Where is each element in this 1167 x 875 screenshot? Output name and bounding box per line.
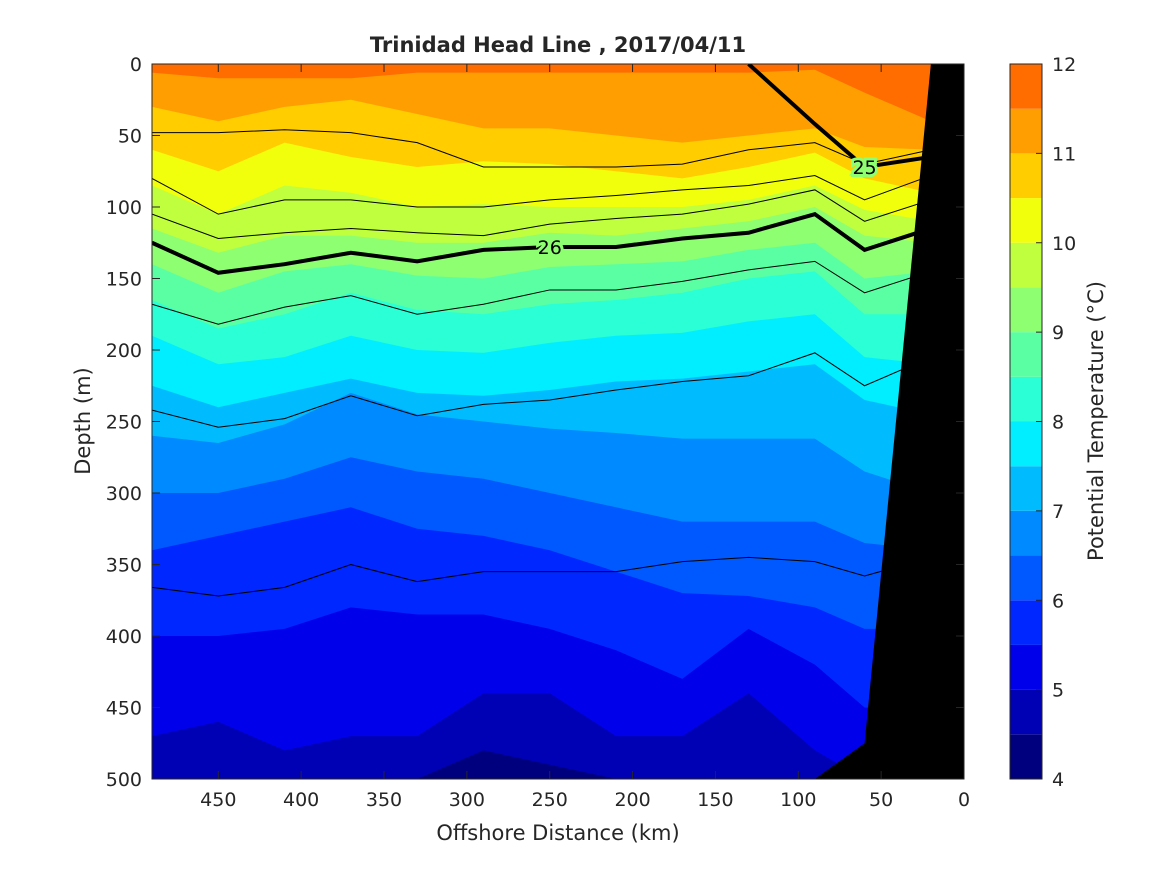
x-tick-label: 250 — [532, 789, 568, 811]
seafloor-bathymetry — [152, 64, 964, 779]
colorbar-tick-label: 11 — [1052, 143, 1076, 165]
colorbar-segment — [1010, 153, 1042, 199]
y-tick-label: 300 — [106, 483, 142, 505]
x-tick-label: 300 — [449, 789, 485, 811]
x-tick-label: 400 — [283, 789, 319, 811]
y-tick-label: 450 — [106, 698, 142, 720]
colorbar-segment — [1010, 734, 1042, 779]
colorbar-tick-label: 5 — [1052, 680, 1064, 702]
chart-title: Trinidad Head Line , 2017/04/11 — [370, 33, 746, 57]
colorbar-tick-label: 4 — [1052, 769, 1064, 791]
x-tick-label: 150 — [697, 789, 733, 811]
colorbar-segment — [1010, 689, 1042, 735]
x-tick-label: 0 — [958, 789, 970, 811]
y-tick-label: 150 — [106, 269, 142, 291]
colorbar-segment — [1010, 555, 1042, 601]
colorbar-segment — [1010, 510, 1042, 556]
colorbar-segment — [1010, 198, 1042, 243]
y-tick-label: 0 — [130, 54, 142, 76]
density-contour-line — [152, 260, 932, 325]
y-tick-label: 100 — [106, 197, 142, 219]
y-tick-label: 50 — [118, 126, 142, 148]
density-contour-line — [152, 175, 932, 215]
temperature-bands — [152, 64, 964, 779]
x-axis-label: Offshore Distance (km) — [436, 821, 679, 845]
y-tick-label: 250 — [106, 412, 142, 434]
x-tick-label: 200 — [614, 789, 650, 811]
colorbar-segment — [1010, 600, 1042, 645]
colorbar-tick-label: 7 — [1052, 501, 1064, 523]
y-tick-label: 350 — [106, 555, 142, 577]
colorbar-segment — [1010, 466, 1042, 511]
y-axis-ticks: 0 50 100 150 200 250 300 350 400 450 500 — [106, 54, 964, 791]
density-contour-line — [152, 556, 931, 597]
band-below-4.5 — [152, 750, 931, 779]
colorbar — [1010, 64, 1042, 779]
y-axis-label: Depth (m) — [71, 367, 95, 474]
colorbar-tick-label: 9 — [1052, 322, 1064, 344]
x-tick-label: 50 — [869, 789, 893, 811]
colorbar-segment — [1010, 332, 1042, 377]
density-contour-line — [152, 129, 931, 168]
band-below-5 — [152, 693, 931, 779]
x-tick-label: 100 — [780, 789, 816, 811]
colorbar-segment — [1010, 108, 1042, 154]
density-contour-line — [152, 189, 932, 239]
density-contour-line — [152, 211, 932, 275]
y-tick-label: 400 — [106, 626, 142, 648]
colorbar-tick-label: 6 — [1052, 590, 1064, 612]
x-tick-label: 350 — [366, 789, 402, 811]
y-tick-label: 200 — [106, 340, 142, 362]
colorbar-label: Potential Temperature (°C) — [1084, 281, 1108, 561]
colorbar-segment — [1010, 421, 1042, 467]
density-contours: 26 25 — [152, 64, 932, 597]
x-tick-label: 450 — [200, 789, 236, 811]
plot-area: 26 25 — [152, 64, 964, 779]
colorbar-tick-label: 12 — [1052, 54, 1076, 76]
colorbar-segment — [1010, 242, 1042, 288]
contour-label: 25 — [852, 157, 876, 179]
y-tick-label: 500 — [106, 769, 142, 791]
x-axis-ticks: 450 400 350 300 250 200 150 100 50 0 — [200, 64, 970, 811]
colorbar-tick-label: 10 — [1052, 233, 1076, 255]
colorbar-ticks: 4 5 6 7 8 9 10 11 12 — [1036, 54, 1076, 791]
density-contour-line — [152, 352, 932, 428]
colorbar-tick-label: 8 — [1052, 412, 1064, 434]
colorbar-segment — [1010, 64, 1042, 109]
colorbar-segment — [1010, 287, 1042, 333]
seafloor — [152, 64, 964, 779]
colorbar-segment — [1010, 644, 1042, 690]
density-contour-line — [747, 64, 932, 170]
colorbar-segment — [1010, 376, 1042, 422]
contour-label: 26 — [538, 237, 562, 259]
